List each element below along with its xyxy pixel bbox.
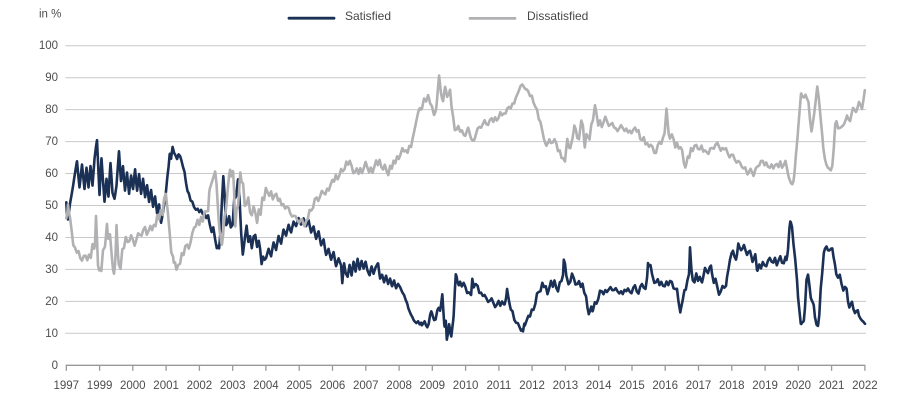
svg-text:2011: 2011 xyxy=(487,380,512,392)
svg-text:50: 50 xyxy=(45,200,58,212)
svg-text:Dissatisfied: Dissatisfied xyxy=(527,9,588,23)
svg-text:2013: 2013 xyxy=(553,380,579,392)
svg-text:70: 70 xyxy=(45,136,58,148)
svg-text:2001: 2001 xyxy=(153,380,179,392)
svg-text:30: 30 xyxy=(45,264,58,276)
svg-text:2021: 2021 xyxy=(819,380,845,392)
svg-text:2018: 2018 xyxy=(719,380,745,392)
svg-text:40: 40 xyxy=(45,232,58,244)
svg-text:90: 90 xyxy=(45,72,58,84)
svg-text:2017: 2017 xyxy=(686,380,712,392)
svg-text:2007: 2007 xyxy=(353,380,379,392)
svg-text:2020: 2020 xyxy=(786,380,812,392)
svg-text:Satisfied: Satisfied xyxy=(345,9,391,23)
svg-text:2019: 2019 xyxy=(752,380,778,392)
svg-text:2000: 2000 xyxy=(120,380,146,392)
svg-text:20: 20 xyxy=(45,296,58,308)
svg-text:2012: 2012 xyxy=(519,380,545,392)
svg-text:2006: 2006 xyxy=(320,380,346,392)
svg-text:100: 100 xyxy=(39,40,58,52)
svg-text:in %: in % xyxy=(39,8,61,20)
svg-text:2014: 2014 xyxy=(586,380,612,392)
svg-text:2015: 2015 xyxy=(619,380,645,392)
svg-text:2009: 2009 xyxy=(420,380,446,392)
svg-text:80: 80 xyxy=(45,104,58,116)
svg-text:1999: 1999 xyxy=(87,380,113,392)
svg-text:0: 0 xyxy=(52,360,58,372)
svg-text:2008: 2008 xyxy=(386,380,412,392)
svg-text:2004: 2004 xyxy=(253,380,279,392)
svg-text:2005: 2005 xyxy=(286,380,312,392)
svg-text:2022: 2022 xyxy=(852,380,878,392)
svg-text:2010: 2010 xyxy=(453,380,479,392)
svg-text:2016: 2016 xyxy=(652,380,678,392)
svg-text:60: 60 xyxy=(45,168,58,180)
svg-text:2002: 2002 xyxy=(187,380,213,392)
svg-text:2003: 2003 xyxy=(220,380,246,392)
svg-text:10: 10 xyxy=(45,328,58,340)
svg-text:1997: 1997 xyxy=(54,380,80,392)
